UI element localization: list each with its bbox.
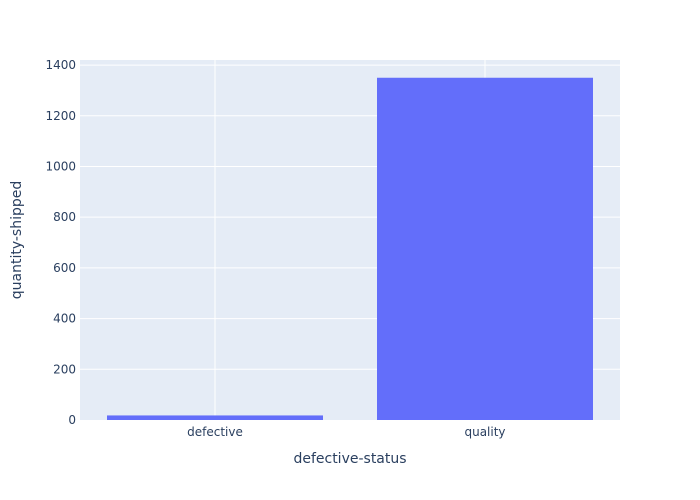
y-tick-label: 400 <box>53 312 76 326</box>
y-tick-label: 1400 <box>45 58 76 72</box>
y-tick-label: 800 <box>53 210 76 224</box>
bar-quality <box>377 77 593 421</box>
bar-defective <box>107 415 323 420</box>
y-tick-label: 1200 <box>45 109 76 123</box>
bars <box>107 77 593 421</box>
x-tick-label: quality <box>464 425 505 439</box>
y-axis-ticks: 0 200 400 600 800 1000 1200 1400 <box>45 58 76 427</box>
x-axis-title: defective-status <box>293 451 406 467</box>
y-tick-label: 0 <box>68 413 76 427</box>
x-tick-label: defective <box>187 425 243 439</box>
y-tick-label: 600 <box>53 261 76 275</box>
y-axis-title: quantity-shipped <box>9 181 25 300</box>
x-axis-ticks: defective quality <box>187 425 505 439</box>
y-tick-label: 200 <box>53 362 76 376</box>
y-tick-label: 1000 <box>45 159 76 173</box>
